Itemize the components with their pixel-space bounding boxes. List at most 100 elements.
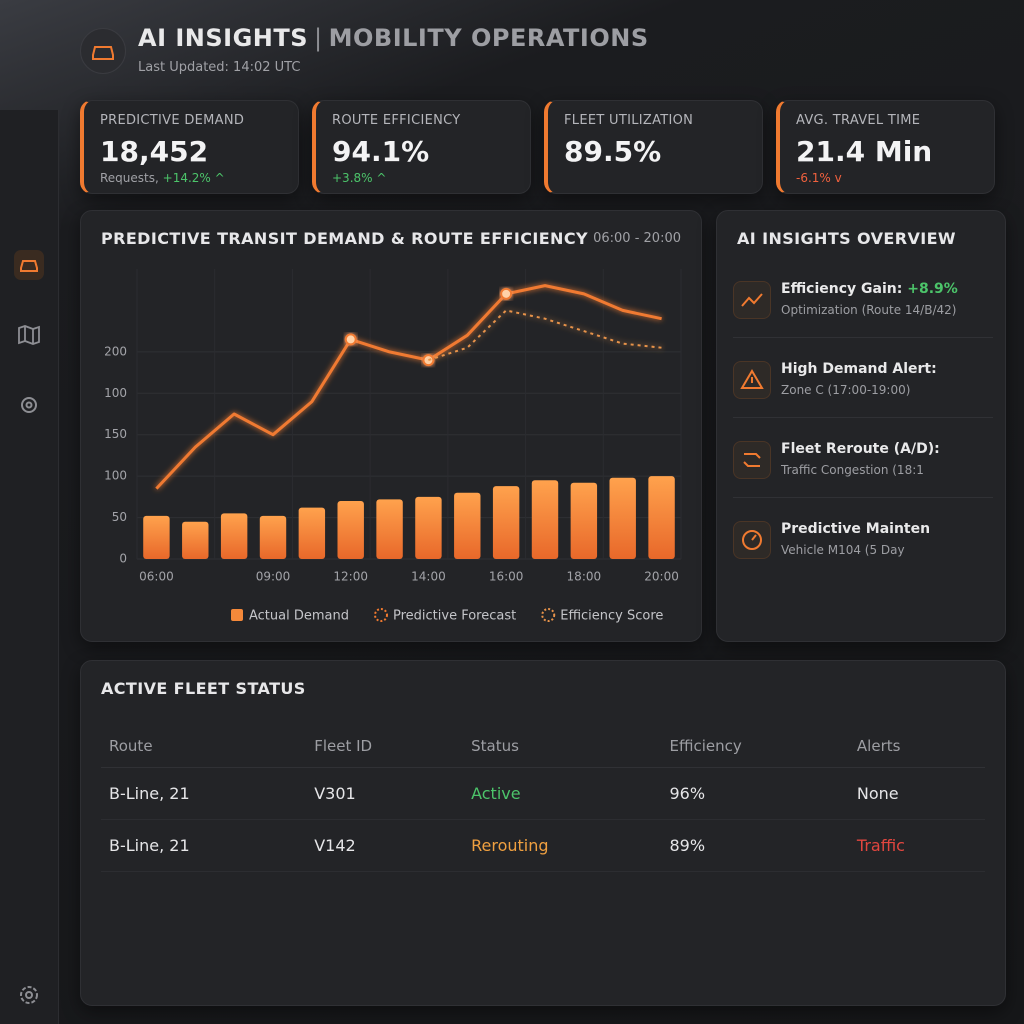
- insights-card: AI INSIGHTS OVERVIEW Efficiency Gain: +8…: [716, 210, 1006, 642]
- status: Rerouting: [463, 819, 662, 872]
- bar: [337, 501, 364, 559]
- alerts: Traffic: [848, 819, 985, 872]
- insight[interactable]: High Demand Alert: Zone C (17:00-19:00): [733, 347, 993, 418]
- insight-icon: [733, 441, 771, 479]
- column-header[interactable]: Status: [463, 725, 662, 768]
- insight-detail: Optimization (Route 14/B/42): [781, 303, 957, 317]
- kpi-label: FLEET UTILIZATION: [564, 113, 694, 128]
- bar: [259, 515, 287, 559]
- kpi-change: +3.8% ^: [332, 171, 387, 185]
- point: [344, 333, 357, 346]
- route: B-Line, 21: [101, 819, 307, 872]
- insights-list: Efficiency Gain: +8.9% Optimization (Rou…: [717, 267, 1005, 637]
- insight[interactable]: Efficiency Gain: +8.9% Optimization (Rou…: [733, 267, 993, 338]
- bar: [220, 513, 248, 559]
- kpi-label: ROUTE EFFICIENCY: [332, 113, 461, 128]
- insight-detail: Vehicle M104 (5 Day: [781, 543, 905, 557]
- alerts: None: [848, 767, 985, 820]
- kpi-label: PREDICTIVE DEMAND: [100, 113, 245, 128]
- kpi-note: Requests,: [100, 171, 159, 185]
- kpi-value: 18,452: [100, 135, 209, 168]
- logo: [80, 28, 126, 74]
- bar: [182, 521, 209, 559]
- x-tick-label: 09:00: [256, 570, 291, 584]
- efficiency: 96%: [661, 767, 849, 820]
- line-series: [155, 284, 662, 490]
- insight-heading: Efficiency Gain: +8.9%: [781, 281, 958, 297]
- sidebar: [0, 110, 59, 1024]
- bar: [143, 515, 170, 559]
- y-tick-label: 100: [104, 469, 127, 483]
- insight[interactable]: Predictive Mainten Vehicle M104 (5 Day: [733, 507, 993, 577]
- route: B-Line, 21: [101, 767, 307, 820]
- fleet-id: V142: [306, 819, 464, 872]
- header-row: Route Fleet ID Status Efficiency Alerts: [101, 725, 985, 768]
- bar: [570, 482, 598, 559]
- kpi-card: PREDICTIVE DEMAND 18,452 Requests, +14.2…: [80, 100, 299, 194]
- point: [500, 287, 513, 300]
- insights-title: AI INSIGHTS OVERVIEW: [737, 229, 956, 248]
- fleet-id: V301: [306, 767, 464, 820]
- legend-swatch: [541, 608, 556, 622]
- bar: [609, 477, 636, 559]
- kpi-value: 94.1%: [332, 135, 430, 168]
- x-tick-label: 14:00: [411, 570, 446, 584]
- bar: [531, 480, 559, 559]
- column-header[interactable]: Alerts: [848, 725, 985, 768]
- chart-card: PREDICTIVE TRANSIT DEMAND & ROUTE EFFICI…: [80, 210, 702, 642]
- y-tick-label: 0: [119, 552, 127, 566]
- nav-config[interactable]: [14, 980, 44, 1010]
- y-tick-label: 150: [104, 427, 127, 441]
- fleet-row[interactable]: B-Line, 21 V301 Active 96% None: [101, 767, 985, 820]
- insight-icon: [733, 281, 771, 319]
- insight-heading: Predictive Mainten: [781, 521, 931, 537]
- column-header[interactable]: Efficiency: [661, 725, 849, 768]
- insight-heading: High Demand Alert:: [781, 361, 937, 377]
- header: AI INSIGHTS | MOBILITY OPERATIONS Last Upd…: [80, 22, 1004, 86]
- fleet-title: ACTIVE FLEET STATUS: [101, 679, 306, 698]
- column-header[interactable]: Fleet ID: [306, 725, 464, 768]
- x-tick-label: 18:00: [567, 570, 602, 584]
- fleet-card: ACTIVE FLEET STATUS Route Fleet ID Statu…: [80, 660, 1006, 1006]
- legend-swatch: [374, 608, 388, 622]
- bar: [492, 486, 520, 559]
- legend-label: Predictive Forecast: [393, 609, 516, 624]
- x-tick-label: 06:00: [139, 570, 174, 584]
- line-series: [428, 309, 662, 362]
- status: Active: [463, 767, 662, 820]
- insight[interactable]: Fleet Reroute (A/D): Traffic Congestion …: [733, 427, 993, 498]
- kpi-value: 21.4 Min: [796, 135, 933, 168]
- subtitle: MOBILITY OPERATIONS: [328, 24, 649, 52]
- fleet-table: Route Fleet ID Status Efficiency Alerts …: [101, 725, 985, 872]
- nav-settings[interactable]: [14, 390, 44, 420]
- bar: [415, 496, 442, 559]
- chart-range: 06:00 - 20:00: [593, 231, 681, 246]
- kpi-foot: Requests, +14.2% ^: [100, 171, 225, 185]
- header-title: AI INSIGHTS | MOBILITY OPERATIONS: [138, 24, 649, 52]
- insight-icon: [733, 361, 771, 399]
- nav-vehicle[interactable]: [14, 250, 44, 280]
- kpi-card: FLEET UTILIZATION 89.5%: [544, 100, 763, 194]
- chart: 0 50 100 150 100 200 06:00 09:00 12:00 14:00 16:00…: [104, 269, 682, 624]
- insight-heading: Fleet Reroute (A/D):: [781, 441, 940, 457]
- insight-highlight: +8.9%: [907, 281, 958, 297]
- kpi-card: AVG. TRAVEL TIME 21.4 Min -6.1% v: [776, 100, 995, 194]
- nav-map[interactable]: [14, 320, 44, 350]
- bar: [376, 499, 403, 559]
- column-header[interactable]: Route: [101, 725, 307, 768]
- insight-detail: Zone C (17:00-19:00): [781, 383, 911, 397]
- fleet-row[interactable]: B-Line, 21 V142 Rerouting 89% Traffic: [101, 819, 985, 872]
- title: AI INSIGHTS: [138, 24, 309, 52]
- x-tick-label: 16:00: [489, 570, 524, 584]
- kpi-card: ROUTE EFFICIENCY 94.1% +3.8% ^: [312, 100, 531, 194]
- legend-label: Efficiency Score: [560, 609, 663, 624]
- bar: [298, 507, 326, 559]
- kpi-change: -6.1% v: [796, 171, 842, 185]
- x-tick-label: 20:00: [644, 570, 679, 584]
- insight-heading-text: Efficiency Gain:: [781, 281, 903, 297]
- bar: [648, 476, 675, 559]
- y-tick-label: 200: [104, 344, 127, 358]
- kpi-label: AVG. TRAVEL TIME: [796, 113, 921, 128]
- chart-title: PREDICTIVE TRANSIT DEMAND & ROUTE EFFICI…: [101, 229, 588, 248]
